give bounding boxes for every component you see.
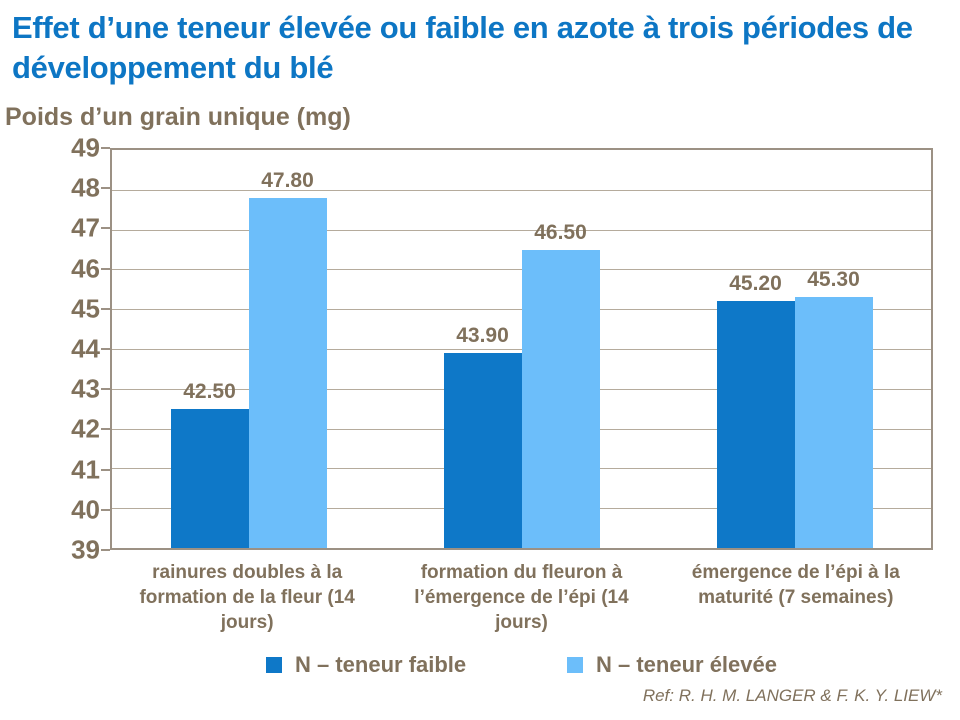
plot-area: 42.50 47.80 43.90 46.50 45.20 45.30 (110, 148, 933, 550)
x-category-label: émergence de l’épi à la maturité (7 sema… (691, 562, 900, 608)
bar-value-label: 42.50 (183, 379, 236, 403)
bar-group: 42.50 47.80 (112, 150, 385, 548)
y-tick-mark (101, 227, 110, 230)
y-tick-label: 42 (71, 413, 100, 444)
y-tick-mark (101, 307, 110, 310)
bar: 46.50 (521, 221, 600, 548)
y-tick-mark (101, 348, 110, 350)
y-tick-mark (101, 267, 110, 270)
legend-item: N – teneur faible (266, 652, 466, 678)
x-category-label: formation du fleuron à l’émergence de l’… (414, 562, 629, 633)
y-tick-label: 49 (71, 132, 100, 163)
legend-swatch (567, 657, 583, 673)
legend-label: N – teneur faible (295, 652, 467, 677)
bar: 45.30 (794, 268, 873, 548)
legend-item: N – teneur élevée (567, 652, 777, 678)
bar-group: 45.20 45.30 (658, 150, 931, 548)
bar: 47.80 (248, 169, 327, 548)
legend-label: N – teneur élevée (596, 652, 777, 677)
bar-value-label: 45.30 (807, 268, 860, 292)
bar-value-label: 47.80 (261, 168, 314, 192)
x-category-label: rainures doubles à la formation de la fl… (139, 562, 355, 633)
y-tick-label: 39 (71, 534, 100, 565)
bar: 45.20 (716, 272, 795, 548)
y-tick-mark (101, 428, 110, 431)
y-tick-label: 47 (71, 212, 100, 243)
y-tick-label: 41 (71, 454, 100, 485)
bar-value-label: 43.90 (456, 323, 509, 347)
y-tick-label: 46 (71, 253, 100, 284)
y-tick-label: 45 (71, 293, 100, 324)
x-axis-labels: rainures doubles à la formation de la fl… (110, 560, 933, 635)
y-tick-mark (101, 508, 110, 511)
y-tick-mark (101, 187, 110, 190)
y-tick-label: 40 (71, 494, 100, 525)
y-tick-label: 44 (71, 333, 100, 364)
y-tick-mark (101, 147, 110, 149)
bar: 43.90 (443, 324, 522, 548)
bar-value-label: 46.50 (534, 220, 587, 244)
y-axis-title: Poids d’un grain unique (mg) (5, 103, 351, 131)
gridline (112, 189, 931, 191)
legend-swatch (266, 657, 282, 673)
y-axis: 49 48 47 46 45 44 43 42 41 40 39 (0, 133, 110, 565)
bar-group: 43.90 46.50 (385, 150, 658, 548)
y-tick-mark (101, 549, 110, 551)
reference-text: Ref: R. H. M. LANGER & F. K. Y. LIEW* (642, 686, 942, 705)
bar: 42.50 (170, 380, 249, 548)
y-tick-label: 48 (71, 172, 100, 203)
y-tick-mark (101, 468, 110, 471)
chart-title: Effet d’une teneur élevée ou faible en a… (12, 10, 913, 85)
y-tick-mark (101, 388, 110, 391)
bar-value-label: 45.20 (729, 272, 782, 296)
gridline (112, 229, 931, 231)
bar-groups: 42.50 47.80 43.90 46.50 45.20 45.30 (112, 150, 931, 548)
y-tick-label: 43 (71, 373, 100, 404)
